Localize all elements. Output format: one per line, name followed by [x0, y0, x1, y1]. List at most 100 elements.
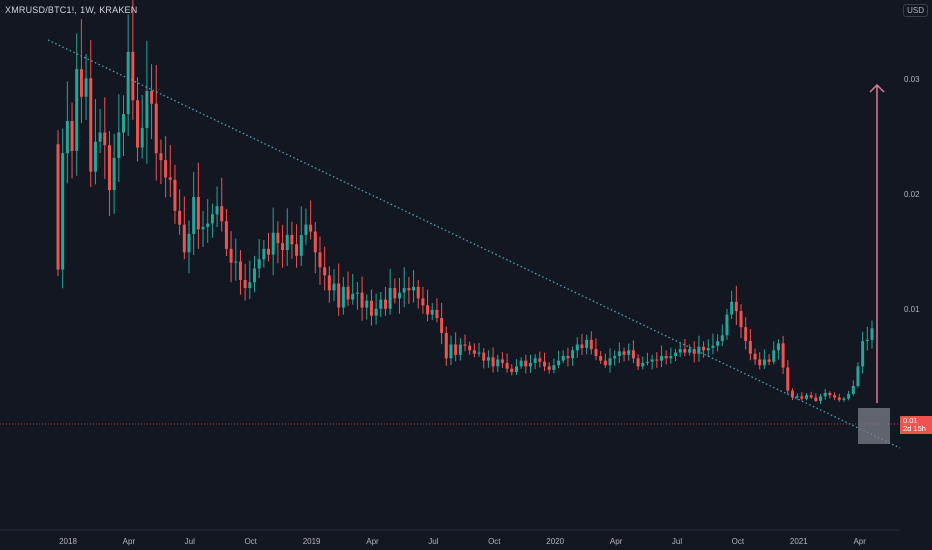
candle-body-up	[262, 248, 266, 260]
candle-body-down	[809, 395, 813, 398]
candle-body-down	[281, 243, 285, 251]
candle-body-down	[739, 311, 743, 328]
candle-body-down	[454, 344, 458, 355]
time-tick-label: 2018	[59, 537, 77, 546]
candle-body-up	[299, 235, 303, 256]
candle-body-up	[856, 366, 860, 386]
candle-body-down	[833, 395, 837, 398]
candle-body-up	[388, 288, 392, 309]
time-tick-label: 2020	[546, 537, 565, 546]
time-tick-label: Oct	[488, 537, 501, 546]
candle-body-up	[398, 292, 402, 299]
candle-body-down	[631, 350, 635, 359]
candle-body-down	[196, 197, 200, 230]
candle-body-down	[178, 210, 182, 225]
candle-body-down	[622, 351, 626, 355]
candle-body-down	[748, 341, 752, 354]
candle-body-up	[412, 286, 416, 291]
time-tick-label: Jul	[671, 537, 683, 546]
candle-body-up	[851, 385, 855, 395]
candle-body-up	[645, 361, 649, 363]
candle-body-up	[248, 282, 252, 289]
candle-body-down	[603, 360, 607, 366]
candle-body-down	[360, 292, 364, 308]
candle-body-down	[589, 339, 593, 350]
candle-body-down	[267, 248, 271, 255]
candle-body-up	[341, 286, 345, 308]
candle-body-down	[309, 224, 313, 232]
time-tick-label: Oct	[244, 537, 257, 546]
candle-body-down	[168, 177, 172, 180]
symbol-pair: XMRUSD/BTC1!,	[5, 5, 78, 15]
candle-body-up	[725, 314, 729, 336]
breakout-highlight-box[interactable]	[858, 408, 890, 444]
candle-body-down	[290, 235, 294, 245]
candle-body-down	[463, 344, 467, 346]
candle-body-down	[734, 301, 738, 312]
candle-body-up	[192, 197, 196, 234]
currency-badge[interactable]: USD	[903, 4, 928, 17]
candle-body-up	[557, 360, 561, 366]
candle-body-up	[613, 356, 617, 359]
candle-body-up	[519, 360, 523, 367]
candle-body-down	[702, 346, 706, 351]
candle-body-up	[641, 362, 645, 367]
candle-body-down	[159, 153, 163, 161]
candle-body-down	[543, 361, 547, 367]
candle-body-down	[173, 179, 177, 211]
candle-body-down	[538, 358, 542, 362]
candle-body-down	[131, 51, 135, 101]
candle-body-down	[369, 300, 373, 316]
candle-body-up	[374, 308, 378, 316]
candle-body-up	[75, 69, 79, 151]
candle-body-up	[861, 341, 865, 367]
candle-body-up	[496, 359, 500, 367]
descending-trendline[interactable]	[47, 39, 901, 449]
candle-body-down	[238, 261, 242, 280]
candle-body-up	[206, 223, 210, 227]
candle-body-down	[482, 352, 486, 361]
price-tick-label: 0.02	[904, 189, 920, 199]
time-tick-label: 2021	[789, 537, 808, 546]
candle-body-up	[627, 350, 631, 355]
candle-body-up	[711, 345, 715, 348]
candle-body-down	[664, 356, 668, 359]
candle-body-down	[383, 299, 387, 309]
candle-body-up	[762, 359, 766, 366]
candle-body-down	[800, 396, 804, 399]
candle-body-up	[355, 292, 359, 294]
candle-body-up	[659, 356, 663, 361]
candle-body-down	[295, 244, 299, 256]
last-price-badge: 0.01 2d 15h	[900, 416, 932, 434]
candle-body-down	[683, 349, 687, 353]
candle-body-down	[407, 288, 411, 291]
candle-body-down	[150, 91, 154, 104]
candle-body-up	[533, 358, 537, 363]
candlestick-series	[56, 0, 874, 404]
candle-body-up	[776, 343, 780, 351]
candle-body-down	[103, 132, 107, 146]
candle-body-down	[154, 103, 158, 154]
candle-body-up	[865, 339, 869, 342]
candle-body-up	[688, 349, 692, 353]
candle-body-up	[252, 268, 256, 283]
candle-body-up	[720, 335, 724, 342]
candle-body-up	[365, 300, 369, 308]
candle-body-down	[444, 332, 448, 359]
candle-body-up	[486, 357, 490, 361]
candle-body-down	[599, 356, 603, 361]
candle-body-up	[571, 350, 575, 359]
candle-body-down	[70, 120, 74, 151]
candle-body-down	[224, 221, 228, 249]
candle-body-up	[458, 344, 462, 355]
candle-body-down	[636, 358, 640, 367]
candle-body-down	[346, 286, 350, 300]
symbol-header[interactable]: XMRUSD/BTC1!, 1W, KRAKEN	[5, 5, 137, 15]
candle-body-down	[220, 206, 224, 222]
price-tick-label: 0.01	[904, 305, 920, 315]
candle-body-down	[426, 305, 430, 315]
time-tick-label: Apr	[366, 537, 379, 546]
candle-body-down	[500, 359, 504, 363]
candle-body-up	[528, 362, 532, 367]
